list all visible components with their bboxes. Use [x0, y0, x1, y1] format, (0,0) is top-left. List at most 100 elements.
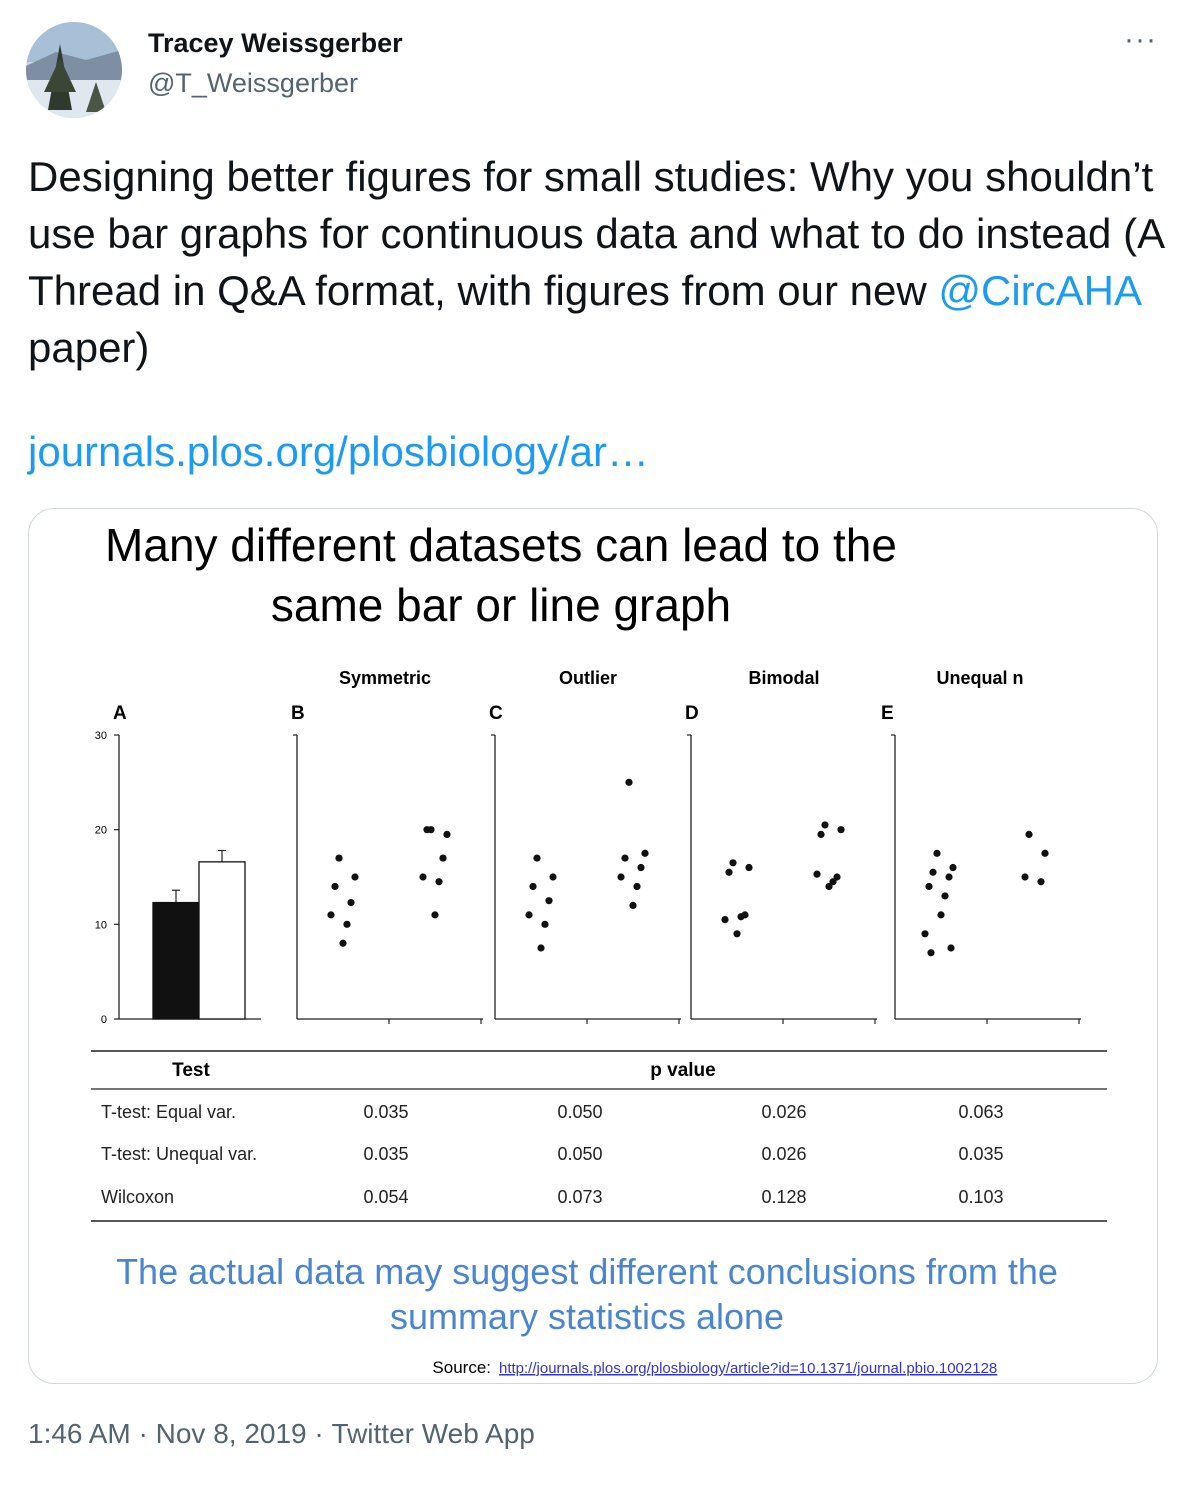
data-point — [351, 873, 359, 881]
panel-title: Symmetric — [339, 668, 431, 688]
y-tick-label: 20 — [95, 825, 107, 837]
tweet-text-end: paper) — [28, 324, 150, 371]
table-row-label: Wilcoxon — [101, 1187, 174, 1207]
data-point — [813, 870, 821, 878]
data-point — [929, 868, 937, 876]
data-point — [837, 826, 845, 834]
y-tick-label: 30 — [95, 730, 107, 742]
data-point — [533, 854, 541, 862]
data-point — [1025, 830, 1033, 838]
table-cell: 0.035 — [958, 1144, 1003, 1164]
panel-letter: B — [291, 703, 305, 724]
table-cell: 0.103 — [958, 1187, 1003, 1207]
data-point — [431, 911, 439, 919]
mention-link[interactable]: @CircAHA — [938, 267, 1140, 314]
tweet-meta: 1:46 AM · Nov 8, 2019 · Twitter Web App — [28, 1418, 535, 1450]
avatar-landscape-photo — [26, 22, 122, 118]
data-point — [817, 830, 825, 838]
data-point — [625, 778, 633, 786]
table-cell: 0.050 — [557, 1144, 602, 1164]
data-point — [335, 854, 343, 862]
media-card[interactable]: Many different datasets can lead to the … — [28, 508, 1158, 1384]
data-point — [1037, 878, 1045, 886]
data-point — [629, 901, 637, 909]
tweet-time[interactable]: 1:46 AM — [28, 1418, 131, 1449]
data-point — [435, 878, 443, 886]
data-point — [1021, 873, 1029, 881]
data-point — [617, 873, 625, 881]
data-point — [1041, 849, 1049, 857]
data-point — [637, 863, 645, 872]
source-link[interactable]: http://journals.plos.org/plosbiology/art… — [499, 1360, 997, 1377]
data-point — [829, 878, 837, 886]
data-point — [833, 873, 841, 881]
table-row-label: T-test: Equal var. — [101, 1102, 236, 1122]
tweet-text-start: Designing better figures for small studi… — [28, 153, 1163, 314]
y-tick-label: 10 — [95, 919, 107, 931]
table-cell: 0.035 — [363, 1144, 408, 1164]
data-point — [721, 916, 729, 924]
data-point — [949, 863, 957, 872]
table-cell: 0.073 — [557, 1187, 602, 1207]
data-point — [641, 849, 649, 857]
table-cell: 0.026 — [761, 1102, 806, 1122]
tweet-app[interactable]: Twitter Web App — [331, 1418, 535, 1449]
data-point — [525, 911, 533, 919]
meta-separator: · — [314, 1418, 324, 1449]
data-point — [821, 821, 829, 829]
data-point — [347, 898, 355, 907]
data-point — [541, 920, 549, 928]
tweet-date[interactable]: Nov 8, 2019 — [155, 1418, 307, 1449]
data-point — [733, 930, 741, 938]
data-point — [927, 949, 935, 957]
data-point — [945, 873, 953, 881]
panel-title: Bimodal — [748, 668, 819, 688]
data-point — [537, 944, 545, 952]
figure-title-line2: same bar or line graph — [271, 579, 731, 631]
more-icon[interactable]: ··· — [1124, 23, 1157, 56]
table-cell: 0.035 — [363, 1102, 408, 1122]
figure-image: Many different datasets can lead to the … — [91, 519, 1107, 1377]
data-point — [339, 939, 347, 947]
data-point — [633, 882, 641, 891]
data-point — [725, 868, 733, 876]
table-header: Test — [172, 1060, 210, 1081]
table-cell: 0.054 — [363, 1187, 408, 1207]
data-point — [529, 882, 537, 891]
source-label: Source: — [432, 1358, 491, 1377]
meta-separator: · — [138, 1418, 148, 1449]
data-point — [947, 944, 955, 952]
data-point — [419, 873, 427, 881]
table-header: p value — [650, 1060, 715, 1081]
tweet-link[interactable]: journals.plos.org/plosbiology/ar… — [28, 428, 649, 475]
data-point — [423, 826, 431, 834]
data-point — [941, 892, 949, 900]
data-point — [933, 849, 941, 857]
panel-title: Outlier — [559, 668, 617, 688]
data-point — [745, 863, 753, 872]
data-point — [549, 873, 557, 881]
panel-letter: A — [113, 703, 127, 724]
table-cell: 0.063 — [958, 1102, 1003, 1122]
tweet-text: Designing better figures for small studi… — [28, 148, 1168, 376]
data-point — [937, 911, 945, 919]
data-point — [331, 882, 339, 891]
panel-letter: D — [685, 703, 699, 724]
figure-title-line1: Many different datasets can lead to the — [105, 519, 897, 571]
table-cell: 0.128 — [761, 1187, 806, 1207]
data-point — [621, 854, 629, 862]
author-name[interactable]: Tracey Weissgerber — [148, 28, 403, 58]
conclusion-line2: summary statistics alone — [390, 1296, 784, 1337]
y-tick-label: 0 — [101, 1014, 107, 1026]
data-point — [737, 913, 745, 921]
table-cell: 0.026 — [761, 1144, 806, 1164]
data-point — [327, 911, 335, 919]
author-handle[interactable]: @T_Weissgerber — [148, 68, 358, 98]
avatar[interactable] — [26, 22, 122, 118]
panel-title: Unequal n — [936, 668, 1023, 688]
data-point — [729, 859, 737, 867]
data-point — [921, 930, 929, 938]
data-point — [545, 897, 553, 905]
bar — [198, 861, 246, 1020]
table-cell: 0.050 — [557, 1102, 602, 1122]
